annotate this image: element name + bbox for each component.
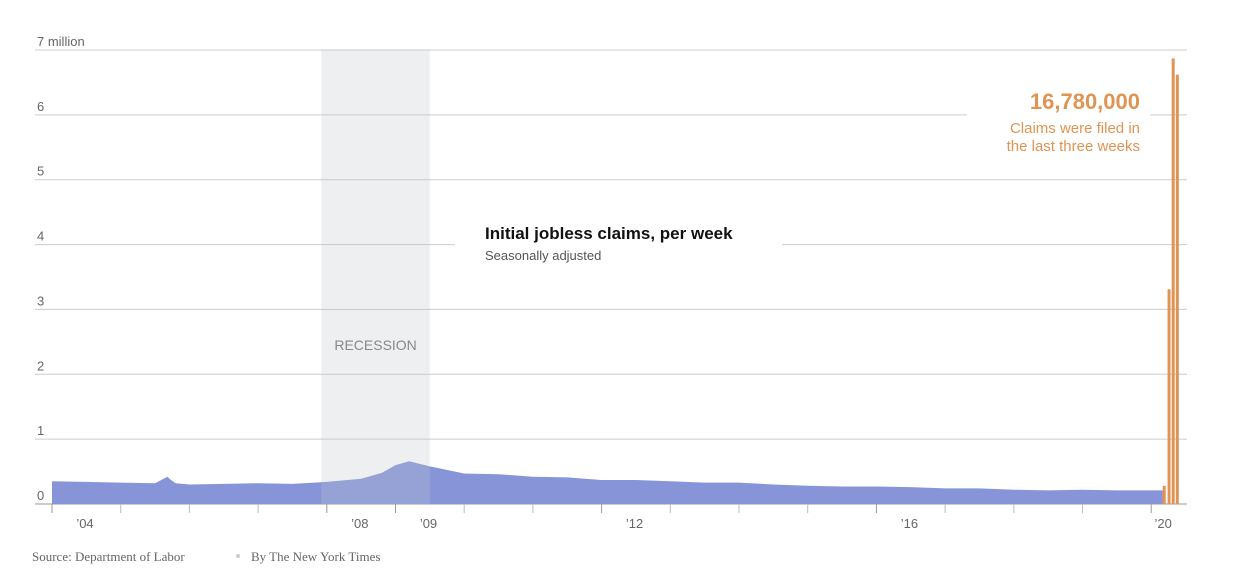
x-tick-label: ’08 xyxy=(351,516,368,531)
y-tick-label: 7 million xyxy=(37,34,85,49)
chart-title: Initial jobless claims, per week xyxy=(485,224,733,243)
x-tick-label: ’04 xyxy=(76,516,93,531)
x-tick-label: ’20 xyxy=(1155,516,1172,531)
annotation-value: 16,780,000 xyxy=(1030,89,1140,114)
annotation-text: the last three weeks xyxy=(1007,138,1140,155)
bar xyxy=(1175,74,1179,504)
area xyxy=(52,461,1163,504)
separator xyxy=(236,554,240,558)
annotation-text: Claims were filed in xyxy=(1010,120,1140,137)
recession-band xyxy=(321,50,430,504)
bar xyxy=(1162,485,1166,504)
x-tick-label: ’16 xyxy=(901,516,918,531)
chart-subtitle: Seasonally adjusted xyxy=(485,248,601,263)
y-tick-label: 1 xyxy=(37,423,44,438)
source: Source: Department of Labor xyxy=(32,549,185,564)
x-tick-label: ’09 xyxy=(420,516,437,531)
y-tick-label: 5 xyxy=(37,164,44,179)
title-bg xyxy=(455,215,782,270)
y-tick-label: 6 xyxy=(37,99,44,114)
annotation-bg xyxy=(967,85,1150,160)
recession-label: RECESSION xyxy=(334,337,416,353)
bar xyxy=(1167,289,1171,504)
x-tick-label: ’12 xyxy=(626,516,643,531)
y-tick-label: 3 xyxy=(37,293,44,308)
bar xyxy=(1171,58,1175,504)
byline: By The New York Times xyxy=(251,549,380,564)
y-tick-label: 4 xyxy=(37,229,44,244)
y-tick-label: 0 xyxy=(37,488,44,503)
y-tick-label: 2 xyxy=(37,358,44,373)
